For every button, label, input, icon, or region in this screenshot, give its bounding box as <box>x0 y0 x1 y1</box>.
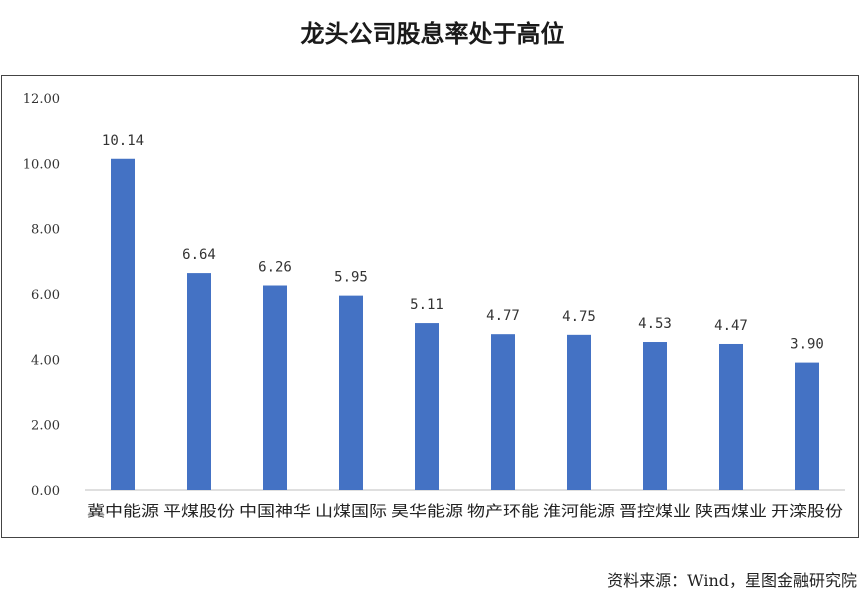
data-label: 4.53 <box>638 316 672 332</box>
bar <box>263 285 287 490</box>
y-tick-label: 12.00 <box>23 92 60 107</box>
category-label: 冀中能源 <box>87 503 159 520</box>
category-label: 陕西煤业 <box>695 503 767 520</box>
data-label: 10.14 <box>102 133 144 149</box>
data-label: 4.47 <box>714 318 748 334</box>
axis-layer: 0.00 2.00 4.00 6.00 8.00 10.00 12.00 <box>23 92 845 499</box>
bar <box>567 334 591 490</box>
bar <box>111 158 135 490</box>
y-tick-label: 4.00 <box>31 353 60 368</box>
bar <box>187 273 211 490</box>
category-label: 晋控煤业 <box>619 503 691 520</box>
category-label: 中国神华 <box>239 503 311 520</box>
category-label: 昊华能源 <box>391 503 463 520</box>
bar <box>795 362 819 490</box>
chart-title: 龙头公司股息率处于高位 <box>300 19 565 48</box>
category-label: 开滦股份 <box>771 503 843 520</box>
bar <box>491 334 515 490</box>
bar <box>339 295 363 490</box>
labels-layer: 10.14 冀中能源 6.64 平煤股份 6.26 中国神华 5.95 山煤国际 5.11 昊华能… <box>87 133 843 520</box>
y-tick-label: 0.00 <box>31 484 60 499</box>
data-label: 4.75 <box>562 309 596 325</box>
data-label: 3.90 <box>790 337 824 353</box>
data-label: 4.77 <box>486 308 520 324</box>
category-label: 物产环能 <box>467 503 539 520</box>
data-label: 6.64 <box>182 247 216 263</box>
data-label: 5.11 <box>410 297 444 313</box>
y-tick-label: 8.00 <box>31 223 60 238</box>
y-tick-label: 10.00 <box>23 157 60 172</box>
data-label: 5.95 <box>334 270 368 286</box>
data-source-note: 资料来源：Wind，星图金融研究院 <box>607 571 857 590</box>
bar <box>643 342 667 490</box>
bars-layer <box>111 158 819 490</box>
y-tick-label: 2.00 <box>31 419 60 434</box>
bar <box>719 343 743 490</box>
bar <box>415 323 439 490</box>
data-label: 6.26 <box>258 260 292 276</box>
category-label: 平煤股份 <box>163 503 235 520</box>
category-label: 淮河能源 <box>543 503 615 520</box>
category-label: 山煤国际 <box>315 503 387 520</box>
y-tick-label: 6.00 <box>31 288 60 303</box>
